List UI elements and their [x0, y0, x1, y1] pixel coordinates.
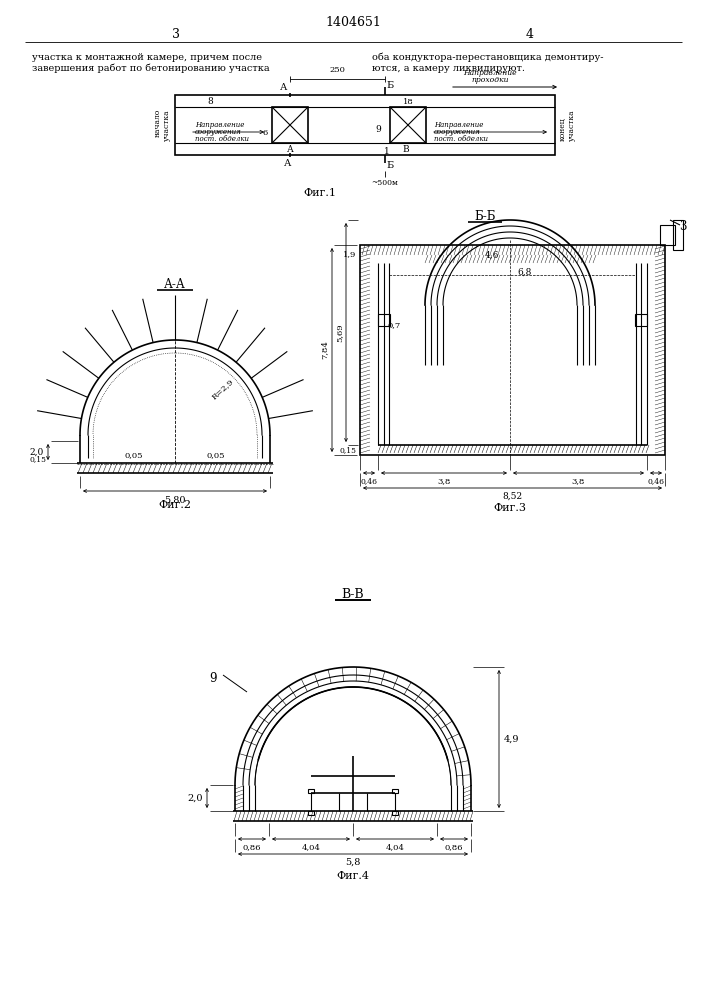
Text: конец
участка: конец участка [559, 109, 576, 141]
Text: 7,84: 7,84 [320, 341, 328, 359]
Text: 18: 18 [402, 98, 414, 106]
Text: 0,86: 0,86 [243, 843, 262, 851]
Text: Направление: Направление [463, 69, 517, 77]
Text: ~500м: ~500м [372, 179, 399, 187]
Text: 3: 3 [679, 221, 686, 233]
Bar [308, 789, 314, 793]
Text: пост. обделки: пост. обделки [195, 135, 249, 143]
Text: 4: 4 [526, 27, 534, 40]
Text: А: А [286, 144, 293, 153]
Text: 4,04: 4,04 [302, 843, 320, 851]
Text: Б: Б [386, 81, 394, 90]
Bar [175, 95, 555, 155]
Text: проходки: проходки [472, 76, 509, 84]
Bar [272, 107, 308, 143]
Bar [378, 314, 390, 326]
Text: Б: Б [386, 160, 394, 169]
Text: Направление: Направление [195, 121, 245, 129]
Text: начало
участка: начало участка [154, 109, 171, 141]
Text: 0,05: 0,05 [124, 451, 144, 459]
Text: участка к монтажной камере, причем после
завершения работ по бетонированию участ: участка к монтажной камере, причем после… [32, 53, 269, 73]
Text: 0,15: 0,15 [29, 455, 46, 463]
Text: 2,0: 2,0 [30, 448, 44, 456]
Text: 4,6: 4,6 [485, 250, 499, 259]
Text: 2,0: 2,0 [187, 794, 203, 802]
Text: А-А: А-А [164, 278, 186, 292]
Bar [673, 220, 683, 250]
Text: Фиг.2: Фиг.2 [158, 500, 192, 510]
Text: пост. обделки: пост. обделки [434, 135, 488, 143]
Text: 250: 250 [329, 66, 346, 74]
Bar [635, 314, 647, 326]
Text: 3,8: 3,8 [572, 477, 585, 485]
Text: 1404651: 1404651 [325, 15, 381, 28]
Text: 6,8: 6,8 [518, 267, 532, 276]
Text: 0,15: 0,15 [340, 446, 357, 454]
Text: 5,80: 5,80 [164, 496, 186, 505]
Text: 8,52: 8,52 [503, 492, 522, 501]
Text: Б-Б: Б-Б [474, 211, 496, 224]
Bar [392, 811, 398, 815]
Text: 8: 8 [207, 98, 213, 106]
Text: 5,69: 5,69 [335, 323, 343, 342]
Text: 1,9: 1,9 [343, 250, 356, 258]
Text: 3: 3 [172, 27, 180, 40]
Text: Фиг.1: Фиг.1 [303, 188, 337, 198]
Text: 0,05: 0,05 [206, 451, 226, 459]
Text: 0,86: 0,86 [445, 843, 463, 851]
Bar [360, 245, 665, 455]
Text: А: А [280, 83, 288, 92]
Text: Фиг.3: Фиг.3 [493, 503, 527, 513]
Text: 4,04: 4,04 [385, 843, 404, 851]
Text: Фиг.4: Фиг.4 [337, 871, 370, 881]
Text: 3,8: 3,8 [438, 477, 450, 485]
Text: сооружения: сооружения [434, 128, 481, 136]
Text: В: В [403, 144, 409, 153]
Text: 9: 9 [375, 125, 381, 134]
Text: А: А [284, 159, 292, 168]
Text: 0,46: 0,46 [361, 477, 378, 485]
Bar [392, 789, 398, 793]
Text: 4,9: 4,9 [504, 734, 520, 744]
Text: 5,8: 5,8 [345, 858, 361, 867]
Text: 0,7: 0,7 [387, 321, 401, 329]
Text: R=2,9: R=2,9 [210, 377, 235, 401]
Bar [390, 107, 426, 143]
Text: сооружения: сооружения [195, 128, 242, 136]
Text: оба кондуктора-перестановщика демонтиру-
ются, а камеру ликвидируют.: оба кондуктора-перестановщика демонтиру-… [372, 53, 604, 73]
Text: 0,46: 0,46 [648, 477, 665, 485]
Bar [660, 225, 675, 245]
Text: 9: 9 [209, 672, 217, 686]
Text: Направление: Направление [434, 121, 484, 129]
Text: 1: 1 [384, 146, 390, 155]
Text: 6: 6 [263, 129, 268, 137]
Bar [308, 811, 314, 815]
Text: В-В: В-В [341, 588, 364, 601]
